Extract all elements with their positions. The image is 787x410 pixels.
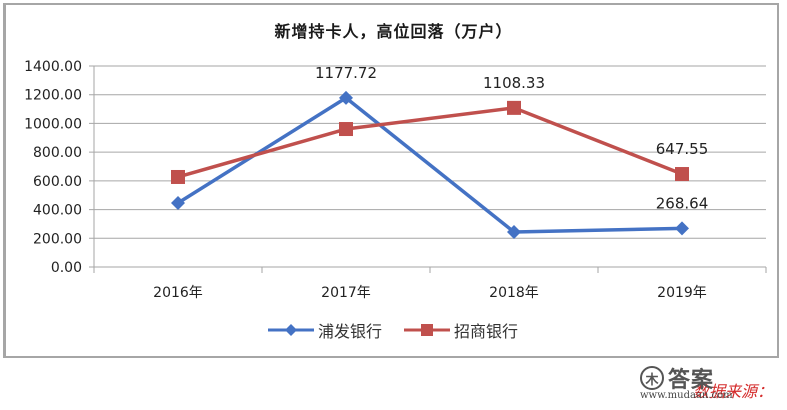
x-tick-label: 2017年 <box>321 285 371 301</box>
series-lines <box>171 90 689 239</box>
x-tick-label: 2016年 <box>153 285 203 301</box>
diamond-marker <box>339 90 353 105</box>
diamond-marker <box>675 221 689 236</box>
legend-label: 浦发银行 <box>318 322 383 341</box>
data-label: 1108.33 <box>483 74 545 92</box>
legend-item-cmb: 招商银行 <box>404 318 518 342</box>
legend-item-spdb: 浦发银行 <box>268 318 382 342</box>
square-marker <box>675 167 689 182</box>
watermark-logo: 木 答案 <box>640 362 714 394</box>
data-label: 268.64 <box>656 194 709 212</box>
data-label: 647.55 <box>656 140 709 158</box>
data-labels: 1177.72 1108.33 647.55 268.64 <box>315 64 708 213</box>
square-marker <box>171 169 185 184</box>
legend: 浦发银行 招商银行 <box>268 318 518 342</box>
square-line-icon <box>404 324 451 336</box>
series-line <box>177 96 683 234</box>
square-marker <box>507 100 521 115</box>
diamond-marker <box>507 224 521 239</box>
x-tick-label: 2018年 <box>489 285 539 301</box>
y-tick-label: 800.00 <box>33 145 82 161</box>
watermark-url: www.mudaan.com <box>640 390 733 401</box>
y-tick-label: 0.00 <box>51 260 82 276</box>
series-line <box>177 106 683 179</box>
y-tick-label: 1200.00 <box>24 88 82 104</box>
diamond-line-icon <box>268 324 314 336</box>
legend-label: 招商银行 <box>454 322 519 341</box>
watermark-icon: 木 <box>640 366 664 390</box>
y-tick-label: 1400.00 <box>24 59 82 75</box>
square-marker <box>339 122 353 137</box>
gridlines <box>89 65 766 268</box>
source-text: 数据来源： <box>692 382 773 401</box>
y-tick-label: 400.00 <box>33 203 82 219</box>
x-tick-label: 2019年 <box>657 285 707 301</box>
y-tick-label: 600.00 <box>33 174 82 190</box>
y-tick-label: 200.00 <box>33 231 82 247</box>
y-tick-label: 1000.00 <box>24 116 82 132</box>
y-axis: 0.00 200.00 400.00 600.00 800.00 1000.00 1200.… <box>24 59 95 276</box>
diamond-marker <box>171 195 185 210</box>
chart-title: 新增持卡人，高位回落（万户） <box>274 22 513 41</box>
x-axis: 2016年 2017年 2018年 2019年 <box>93 267 767 301</box>
data-label: 1177.72 <box>315 64 377 82</box>
